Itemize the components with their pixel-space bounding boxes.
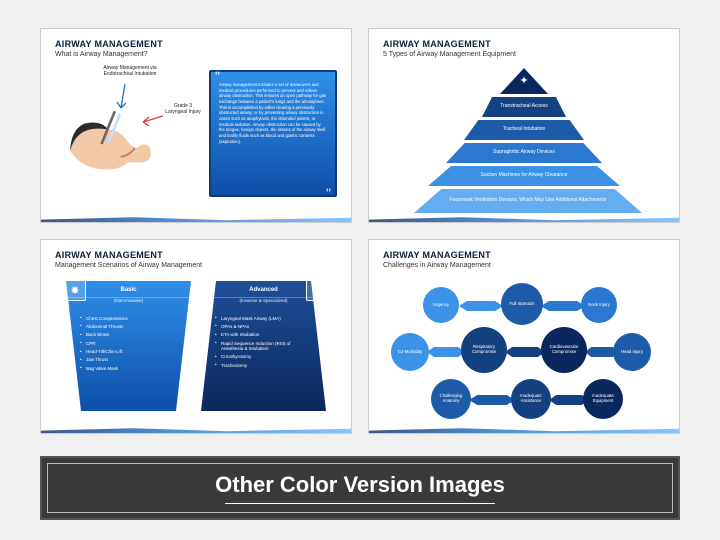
slides-grid: AIRWAY MANAGEMENT What is Airway Managem… xyxy=(0,0,720,444)
slide-1-title: AIRWAY MANAGEMENT xyxy=(55,39,337,49)
advanced-item: Laryngeal Mask Airway (LMA) xyxy=(215,314,312,322)
advanced-panel: ⚕ Advanced (Invasive & Specialized) Lary… xyxy=(201,281,326,411)
slide-2-subtitle: 5 Types of Airway Management Equipment xyxy=(383,51,665,58)
challenges-diagram: Urgency Full Stomach Neck Injury Co-Morbidi… xyxy=(383,277,665,416)
basic-item: Abdominal Thrusts xyxy=(80,322,177,330)
slide-2-title: AIRWAY MANAGEMENT xyxy=(383,39,665,49)
connector xyxy=(459,301,503,311)
connector xyxy=(541,301,585,311)
challenge-node: Respiratory Compromise xyxy=(461,327,507,373)
challenge-node: Inadequate Equipment xyxy=(583,379,623,419)
slide-1-header: AIRWAY MANAGEMENT What is Airway Managem… xyxy=(41,29,351,62)
arrow-red-icon xyxy=(141,112,165,126)
pyramid-level: Supraglottic Airway Devices xyxy=(446,143,602,163)
slide-3-title: AIRWAY MANAGEMENT xyxy=(55,250,337,260)
definition-text: Airway management includes a set of mane… xyxy=(219,82,327,144)
basic-sub: (Non-Invasive) xyxy=(66,298,191,308)
banner-text: Other Color Version Images xyxy=(215,472,505,498)
wave-decoration xyxy=(369,216,679,222)
slide-3-subtitle: Management Scenarios of Airway Managemen… xyxy=(55,262,337,269)
scenarios-row: ✸ Basic (Non-Invasive) Chest Compression… xyxy=(55,277,337,416)
slide-4-title: AIRWAY MANAGEMENT xyxy=(383,250,665,260)
basic-item: CPR xyxy=(80,339,177,347)
pyramid-level: ✦ xyxy=(500,68,548,94)
slide-4-body: Urgency Full Stomach Neck Injury Co-Morbidi… xyxy=(369,273,679,424)
slide-3-header: AIRWAY MANAGEMENT Management Scenarios o… xyxy=(41,240,351,273)
canvas: AIRWAY MANAGEMENT What is Airway Managem… xyxy=(0,0,720,540)
advanced-list: Laryngeal Mask Airway (LMA)OPAs & NPAsET… xyxy=(201,308,326,376)
slide-3: AIRWAY MANAGEMENT Management Scenarios o… xyxy=(40,239,352,434)
advanced-item: Cricothyrotomy xyxy=(215,353,312,361)
slide-1-body: Airway Management via Endotracheal Intub… xyxy=(41,62,351,213)
basic-item: Bag Valve Mask xyxy=(80,364,177,372)
slide-1-content: Airway Management via Endotracheal Intub… xyxy=(55,66,337,205)
definition-box: " Airway management includes a set of ma… xyxy=(209,70,337,197)
label-top: Airway Management via Endotracheal Intub… xyxy=(101,66,159,77)
banner: Other Color Version Images xyxy=(40,456,680,520)
advanced-item: Rapid Sequence Induction (RSI) of Anesth… xyxy=(215,339,312,353)
basic-item: Chest Compressions xyxy=(80,314,177,322)
basic-item: Back Blows xyxy=(80,331,177,339)
challenge-node: Neck Injury xyxy=(581,287,617,323)
slide-2: AIRWAY MANAGEMENT 5 Types of Airway Mana… xyxy=(368,28,680,223)
connector xyxy=(505,347,545,357)
challenge-node: Full Stomach xyxy=(501,283,543,325)
pyramid: ✦ Transtracheal Access Tracheal Intubation… xyxy=(383,66,665,205)
challenge-node: Cardiovascular Compromise xyxy=(541,327,587,373)
connector xyxy=(427,347,465,357)
pyramid-level: Facemask Ventilation Devices, Which May … xyxy=(414,189,642,213)
wave-decoration xyxy=(41,216,351,222)
challenge-node: Inadequate Assistance xyxy=(511,379,551,419)
arrow-blue-icon xyxy=(113,82,137,112)
slide-4: AIRWAY MANAGEMENT Challenges in Airway M… xyxy=(368,239,680,434)
advanced-item: OPAs & NPAs xyxy=(215,322,312,330)
challenge-node: Urgency xyxy=(423,287,459,323)
intubation-illustration: Airway Management via Endotracheal Intub… xyxy=(55,66,199,205)
challenge-node: Co-Morbidity xyxy=(391,333,429,371)
basic-item: Jaw Thrust xyxy=(80,356,177,364)
slide-4-subtitle: Challenges in Airway Management xyxy=(383,262,665,269)
wave-decoration xyxy=(369,427,679,433)
burst-icon: ✸ xyxy=(70,284,79,297)
banner-underline xyxy=(225,503,495,505)
pyramid-level: Suction Machines for Airway Clearance xyxy=(428,166,620,186)
basic-panel: ✸ Basic (Non-Invasive) Chest Compression… xyxy=(66,281,191,411)
quote-close-icon: " xyxy=(326,185,331,201)
slide-1-subtitle: What is Airway Management? xyxy=(55,51,337,58)
slide-2-header: AIRWAY MANAGEMENT 5 Types of Airway Mana… xyxy=(369,29,679,62)
challenge-node: Head Injury xyxy=(613,333,651,371)
advanced-item: Tracheotomy xyxy=(215,361,312,369)
connector xyxy=(469,395,515,405)
medical-icon: ⚕ xyxy=(314,284,320,297)
pyramid-level: Tracheal Intubation xyxy=(464,120,584,140)
pyramid-level: Transtracheal Access xyxy=(482,97,566,117)
basic-list: Chest CompressionsAbdominal ThrustsBack … xyxy=(66,308,191,379)
basic-item: Head-Tilt/Chin-Lift xyxy=(80,348,177,356)
advanced-sub: (Invasive & Specialized) xyxy=(201,298,326,308)
quote-open-icon: " xyxy=(215,68,220,84)
wave-decoration xyxy=(41,427,351,433)
slide-2-body: ✦ Transtracheal Access Tracheal Intubation… xyxy=(369,62,679,213)
slide-4-header: AIRWAY MANAGEMENT Challenges in Airway M… xyxy=(369,240,679,273)
pyramid-levels: ✦ Transtracheal Access Tracheal Intubation… xyxy=(414,68,634,216)
slide-3-body: ✸ Basic (Non-Invasive) Chest Compression… xyxy=(41,273,351,424)
slide-1: AIRWAY MANAGEMENT What is Airway Managem… xyxy=(40,28,352,223)
label-side: Grade 3 Laryngeal Injury xyxy=(163,104,203,115)
challenge-node: Challenging Anatomy xyxy=(431,379,471,419)
advanced-item: ETA with Intubation xyxy=(215,331,312,339)
